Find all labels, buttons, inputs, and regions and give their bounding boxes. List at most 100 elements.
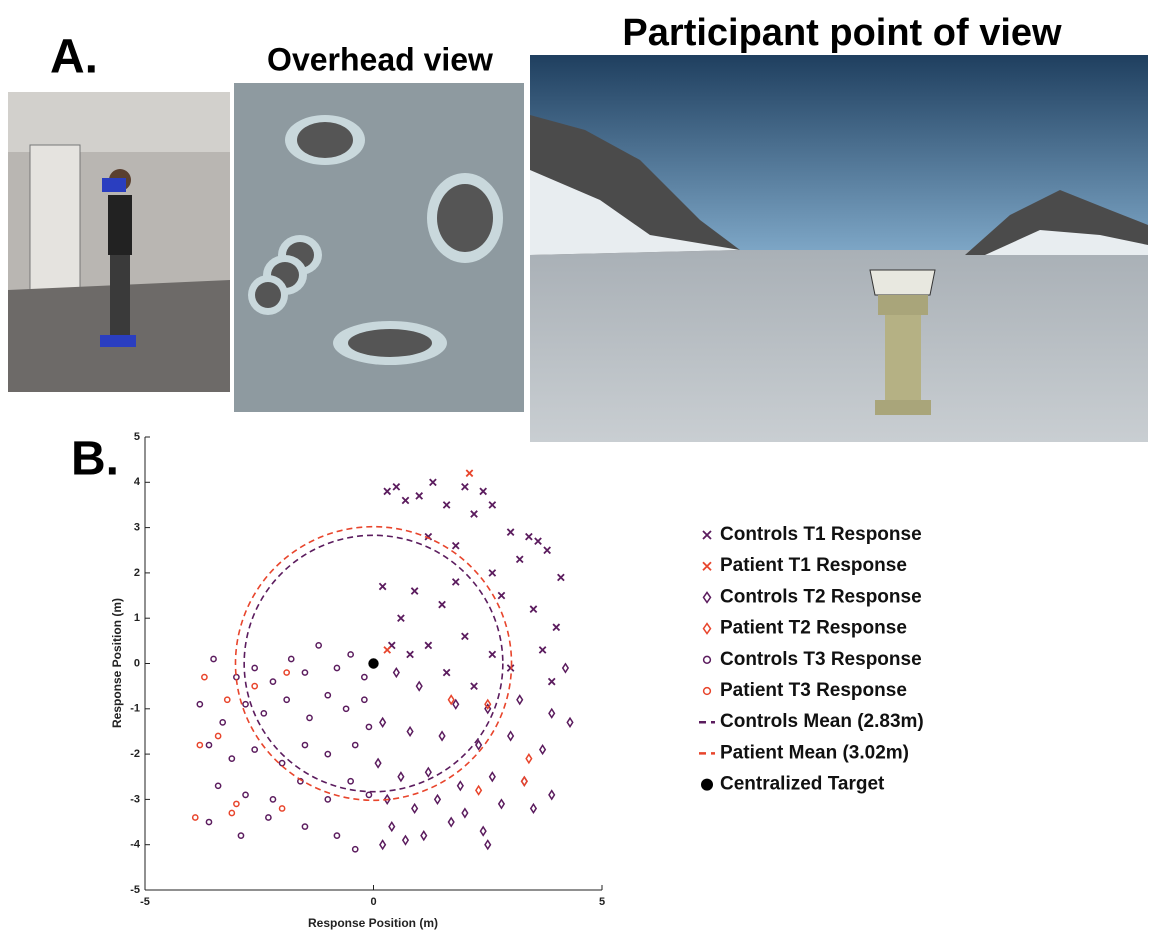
point — [234, 801, 239, 806]
point — [476, 786, 481, 794]
point — [393, 484, 399, 490]
point — [193, 815, 198, 820]
point — [220, 720, 225, 725]
point — [563, 664, 568, 672]
legend-swatch — [704, 656, 711, 663]
photo — [8, 92, 230, 392]
x-tick-label: -5 — [140, 896, 150, 908]
legend-swatch — [704, 688, 711, 695]
legend-label: Patient T1 Response — [720, 555, 907, 576]
point — [480, 827, 485, 835]
point — [325, 797, 330, 802]
point — [544, 547, 550, 553]
legend-swatch — [704, 592, 711, 602]
x-tick-label: 5 — [599, 896, 605, 908]
y-tick-label: -3 — [130, 793, 140, 805]
pov-title: Participant point of view — [622, 12, 1062, 54]
y-tick-label: 4 — [134, 476, 141, 488]
point — [366, 724, 371, 729]
point — [462, 484, 468, 490]
point — [453, 543, 459, 549]
point — [526, 533, 532, 539]
point — [443, 502, 449, 508]
point — [522, 777, 527, 785]
point — [539, 647, 545, 653]
point — [362, 674, 367, 679]
point — [453, 579, 459, 585]
x-tick-label: 0 — [370, 896, 376, 908]
point — [348, 652, 353, 657]
point — [270, 679, 275, 684]
point — [375, 759, 380, 767]
point — [325, 752, 330, 757]
target — [368, 658, 378, 668]
point — [225, 697, 230, 702]
point — [471, 511, 477, 517]
point — [430, 479, 436, 485]
point — [517, 556, 523, 562]
point — [252, 665, 257, 670]
point — [353, 847, 358, 852]
legend-label: Patient T3 Response — [720, 680, 907, 701]
panel-label: B. — [71, 433, 119, 486]
point — [379, 583, 385, 589]
point — [266, 815, 271, 820]
legend-swatch — [703, 562, 711, 570]
point — [216, 783, 221, 788]
point — [498, 592, 504, 598]
point — [453, 700, 458, 708]
participant-view — [530, 55, 1148, 442]
point — [535, 538, 541, 544]
overhead-view — [234, 83, 524, 412]
point — [302, 670, 307, 675]
point — [334, 833, 339, 838]
legend-label: Controls T3 Response — [720, 649, 922, 670]
point — [489, 570, 495, 576]
point — [417, 682, 422, 690]
point — [462, 633, 468, 639]
point — [211, 656, 216, 661]
point — [439, 601, 445, 607]
legend-label: Patient T2 Response — [720, 618, 907, 639]
point — [302, 824, 307, 829]
point — [243, 792, 248, 797]
x-axis-label: Response Position (m) — [308, 916, 438, 930]
point — [206, 742, 211, 747]
point — [325, 693, 330, 698]
point — [499, 800, 504, 808]
point — [558, 574, 564, 580]
point — [270, 797, 275, 802]
point — [507, 529, 513, 535]
y-tick-label: 3 — [134, 522, 140, 534]
point — [412, 804, 417, 812]
point — [530, 606, 536, 612]
legend-swatch — [701, 779, 713, 791]
point — [316, 643, 321, 648]
point — [490, 773, 495, 781]
legend-label: Patient Mean (3.02m) — [720, 742, 909, 763]
point — [366, 792, 371, 797]
point — [480, 488, 486, 494]
y-tick-label: -5 — [130, 884, 140, 896]
point — [284, 670, 289, 675]
point — [197, 702, 202, 707]
point — [485, 841, 490, 849]
legend-swatch — [703, 531, 711, 539]
point — [229, 810, 234, 815]
point — [280, 761, 285, 766]
point — [549, 678, 555, 684]
point — [439, 732, 444, 740]
point — [508, 732, 513, 740]
point — [261, 711, 266, 716]
point — [411, 588, 417, 594]
point — [243, 702, 248, 707]
point — [416, 493, 422, 499]
point — [402, 497, 408, 503]
point — [553, 624, 559, 630]
y-axis-label: Response Position (m) — [110, 598, 124, 728]
point — [421, 831, 426, 839]
overhead-title: Overhead view — [267, 41, 493, 77]
panel-label: A. — [50, 31, 98, 84]
point — [540, 745, 545, 753]
